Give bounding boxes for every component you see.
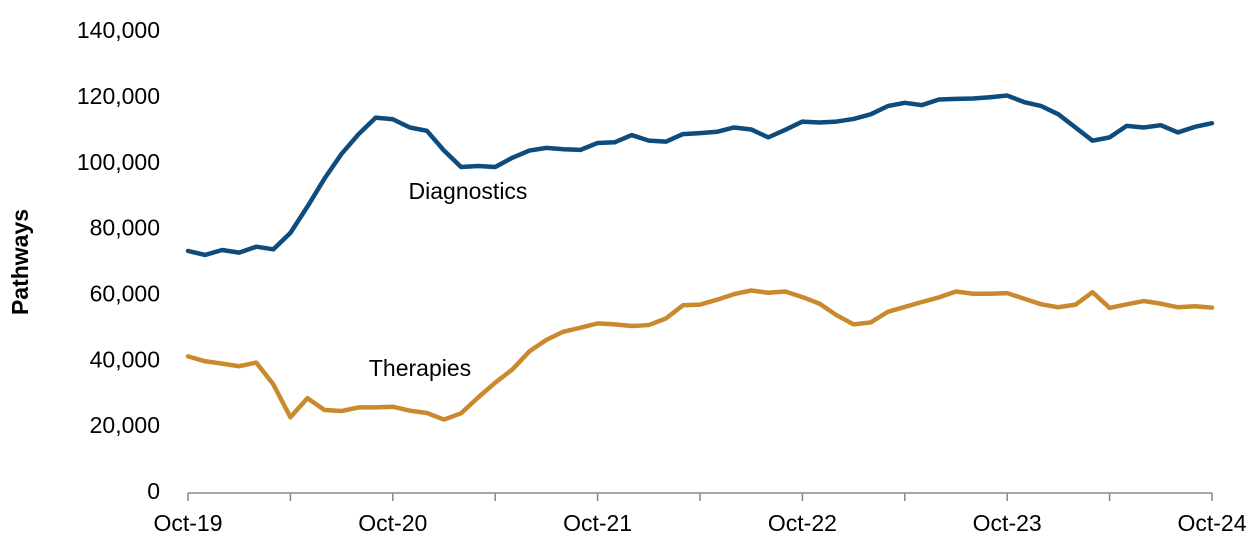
y-tick-label: 60,000 (90, 281, 160, 307)
y-tick-label: 100,000 (77, 149, 160, 175)
series-line (185, 288, 1215, 422)
x-tick-label: Oct-22 (768, 510, 837, 536)
y-tick-label: 120,000 (77, 83, 160, 109)
y-axis-title: Pathways (7, 209, 33, 315)
y-tick-label: 0 (147, 478, 160, 504)
x-tick-label: Oct-21 (563, 510, 632, 536)
x-tick-label: Oct-24 (1177, 510, 1246, 536)
series-label: Diagnostics (409, 178, 528, 204)
y-tick-label: 140,000 (77, 17, 160, 43)
series-line (185, 93, 1215, 258)
x-tick-label: Oct-23 (973, 510, 1042, 536)
y-tick-label: 80,000 (90, 215, 160, 241)
x-tick-label: Oct-19 (153, 510, 222, 536)
x-tick-label: Oct-20 (358, 510, 427, 536)
y-tick-label: 40,000 (90, 346, 160, 372)
y-tick-label: 20,000 (90, 412, 160, 438)
series-label: Therapies (369, 355, 471, 381)
